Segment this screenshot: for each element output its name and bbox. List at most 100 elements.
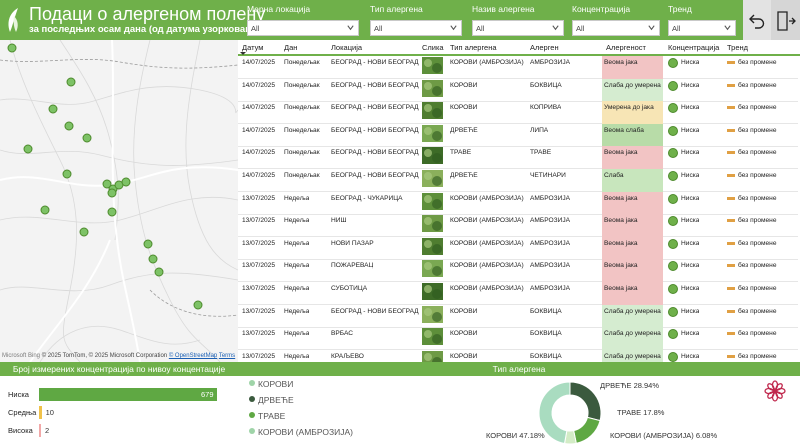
filter-value: All: [476, 24, 485, 33]
col-trend[interactable]: Тренд: [727, 43, 749, 52]
concentration-dot-icon: [668, 261, 678, 272]
leaf-logo-icon: [8, 8, 18, 32]
col-day[interactable]: Дан: [284, 43, 298, 52]
col-allergen[interactable]: Алерген: [530, 43, 559, 52]
table-row[interactable]: 13/07/2025 Недеља НИШ КОРОВИ (АМБРОЗИЈА) АМБ…: [238, 214, 798, 238]
table-row[interactable]: 14/07/2025 Понедељак БЕОГРАД - НОВИ БЕОГРА…: [238, 169, 798, 192]
table-row[interactable]: 14/07/2025 Понедељак БЕОГРАД - НОВИ БЕОГРА…: [238, 146, 798, 170]
table-header: Датум Дан Локација Слика Тип алергена Ал…: [238, 40, 800, 56]
trend-flat-icon: [727, 174, 735, 177]
cell-date: 14/07/2025: [242, 59, 276, 66]
col-concentration[interactable]: Концентрација: [668, 43, 720, 52]
donut-slice[interactable]: [569, 381, 602, 422]
cell-type: КОРОВИ (АМБРОЗИЈА): [450, 59, 524, 66]
legend-item-trees[interactable]: ДРВЕЋЕ: [249, 395, 294, 407]
cell-date: 14/07/2025: [242, 172, 276, 179]
col-location[interactable]: Локација: [331, 43, 363, 52]
cell-type: КОРОВИ (АМБРОЗИЈА): [450, 262, 524, 270]
map-view[interactable]: Microsoft Bing © 2025 TomTom, © 2025 Mic…: [0, 40, 238, 362]
table-row[interactable]: 14/07/2025 Понедељак БЕОГРАД - НОВИ БЕОГРА…: [238, 123, 798, 147]
cell-location: ВРБАС: [331, 330, 353, 338]
cell-trend: без промене: [738, 239, 777, 247]
filter-label: Тренд: [668, 4, 692, 14]
cell-date: 13/07/2025: [242, 194, 276, 202]
filter-trend-select[interactable]: All: [668, 20, 736, 36]
concentration-dot-icon: [668, 329, 678, 340]
concentration-dot-icon: [668, 306, 678, 317]
filter-location-select[interactable]: All: [247, 20, 359, 36]
table-row[interactable]: 14/07/2025 Понедељак БЕОГРАД - НОВИ БЕОГРА…: [238, 78, 798, 102]
cell-type: КОРОВИ: [450, 104, 478, 112]
cell-date: 13/07/2025: [242, 262, 276, 270]
chevron-down-icon: [450, 25, 457, 31]
col-type[interactable]: Тип алергена: [450, 43, 497, 52]
table-row[interactable]: 13/07/2025 Недеља СУБОТИЦА КОРОВИ (АМБРОЗИЈ…: [238, 282, 798, 305]
concentration-dot-icon: [668, 216, 678, 227]
trend-flat-icon: [727, 264, 735, 268]
table-row[interactable]: 13/07/2025 Недеља НОВИ ПАЗАР КОРОВИ (АМБРОЗ…: [238, 236, 798, 260]
cell-location: НОВИ ПАЗАР: [331, 239, 374, 247]
bar-mark: [39, 406, 42, 419]
back-button[interactable]: [743, 0, 771, 40]
cell-allergenicity: Веома јака: [602, 236, 663, 260]
exit-button[interactable]: [771, 0, 800, 40]
table-row[interactable]: 13/07/2025 Недеља БЕОГРАД - НОВИ БЕОГРАД КО…: [238, 304, 798, 328]
cell-allergen: БОКВИЦА: [530, 330, 562, 338]
cell-trend: без промене: [738, 262, 777, 270]
cell-day: Недеља: [284, 194, 310, 202]
legend-item-ragweed[interactable]: КОРОВИ (АМБРОЗИЈА): [249, 427, 353, 439]
cell-day: Недеља: [284, 217, 310, 225]
cell-allergenicity: Веома јака: [602, 191, 663, 215]
cell-day: Понедељак: [284, 104, 320, 112]
table-row[interactable]: 13/07/2025 Недеља КРАЉЕВО КОРОВИ БОКВИЦА Слаб…: [238, 349, 798, 362]
col-allergenicity[interactable]: Алергеност: [606, 43, 646, 52]
allergen-type-donut-chart: КОРОВИ 47.18% ДРВЕЋЕ 28.94% ТРАВЕ 17.8% КОР…: [470, 377, 750, 447]
cell-location: БЕОГРАД - НОВИ БЕОГРАД: [331, 149, 419, 157]
trend-flat-icon: [727, 287, 735, 290]
cell-allergenicity: Слаба до умерена: [602, 78, 663, 102]
cell-location: БЕОГРАД - НОВИ БЕОГРАД: [331, 307, 419, 315]
cell-allergen: АМБРОЗИЈА: [530, 285, 571, 292]
col-date[interactable]: Датум: [242, 43, 264, 52]
legend-dot-icon: [249, 428, 255, 434]
filter-allergen-type-select[interactable]: All: [370, 20, 462, 36]
cell-allergen: ЧЕТИНАРИ: [530, 172, 566, 179]
table-row[interactable]: 13/07/2025 Недеља ВРБАС КОРОВИ БОКВИЦА Слаба …: [238, 327, 798, 351]
cell-allergenicity: Веома јака: [602, 259, 663, 283]
legend-label: КОРОВИ (АМБРОЗИЈА): [258, 427, 353, 437]
donut-svg: [538, 381, 602, 445]
cell-allergen: БОКВИЦА: [530, 307, 562, 315]
cell-trend: без промене: [738, 59, 777, 66]
legend-dot-icon: [249, 412, 255, 418]
col-image[interactable]: Слика: [422, 43, 444, 52]
map-attribution: Microsoft Bing © 2025 TomTom, © 2025 Mic…: [2, 353, 235, 359]
cell-location: БЕОГРАД - ЧУКАРИЦА: [331, 194, 403, 202]
concentration-dot-icon: [668, 58, 678, 68]
table-row[interactable]: 14/07/2025 Понедељак БЕОГРАД - НОВИ БЕОГРА…: [238, 101, 798, 125]
filter-concentration-select[interactable]: All: [572, 20, 660, 36]
filter-allergen-name-select[interactable]: All: [472, 20, 564, 36]
terms-link[interactable]: Terms: [218, 353, 236, 359]
cell-allergenicity: Веома јака: [602, 56, 663, 79]
concentration-dot-icon: [668, 284, 678, 294]
concentration-dot-icon: [668, 238, 678, 249]
cell-day: Понедељак: [284, 59, 320, 66]
table-row[interactable]: 14/07/2025 Понедељак БЕОГРАД - НОВИ БЕОГРА…: [238, 56, 798, 79]
legend-label: ДРВЕЋЕ: [258, 395, 294, 405]
bar-category-label: Висока: [8, 426, 33, 435]
cell-concentration: Ниска: [681, 172, 700, 179]
donut-slice[interactable]: [573, 416, 601, 444]
table-row[interactable]: 13/07/2025 Недеља БЕОГРАД - ЧУКАРИЦА КОРОВИ…: [238, 191, 798, 215]
legend-item-grasses[interactable]: ТРАВЕ: [249, 411, 285, 423]
filter-value: All: [672, 24, 681, 33]
osm-link[interactable]: © OpenStreetMap: [168, 353, 218, 359]
filter-label: Назив алергена: [472, 4, 535, 14]
donut-slice[interactable]: [538, 381, 571, 445]
bar-value-label: 10: [45, 408, 54, 417]
table-row[interactable]: 13/07/2025 Недеља ПОЖАРЕВАЦ КОРОВИ (АМБРОЗИ…: [238, 259, 798, 283]
legend-item-weeds[interactable]: КОРОВИ: [249, 379, 293, 391]
cell-date: 13/07/2025: [242, 217, 276, 225]
cell-concentration: Ниска: [681, 330, 700, 338]
chevron-down-icon: [552, 25, 559, 31]
cell-concentration: Ниска: [681, 59, 700, 66]
